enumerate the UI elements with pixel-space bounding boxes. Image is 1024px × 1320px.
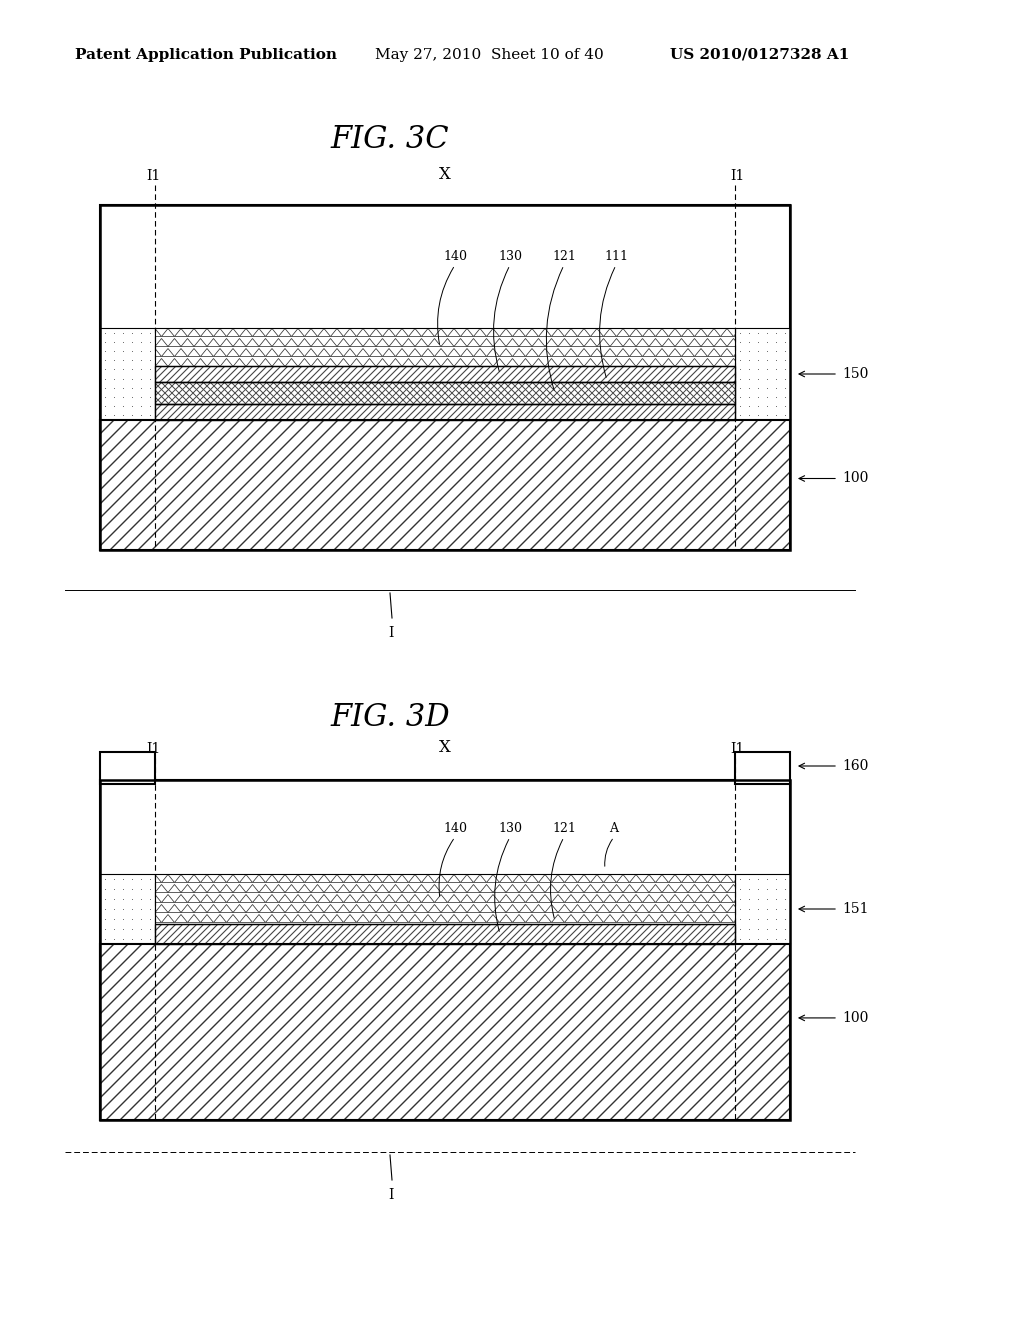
Bar [155, 327, 735, 366]
Bar [155, 874, 735, 924]
Bar [155, 366, 735, 381]
Text: 130: 130 [498, 249, 522, 263]
Text: 150: 150 [842, 367, 868, 381]
Text: Patent Application Publication: Patent Application Publication [75, 48, 337, 62]
Text: 100: 100 [842, 471, 868, 486]
Text: 160: 160 [842, 759, 868, 774]
Text: 140: 140 [443, 822, 467, 836]
Text: FIG. 3D: FIG. 3D [330, 702, 450, 734]
Text: I1: I1 [145, 742, 160, 756]
Bar [100, 780, 790, 1119]
Text: 130: 130 [498, 822, 522, 836]
Bar [155, 874, 735, 924]
Text: US 2010/0127328 A1: US 2010/0127328 A1 [670, 48, 849, 62]
Bar [100, 752, 155, 784]
Text: A: A [609, 822, 618, 836]
Text: I1: I1 [730, 169, 744, 183]
Text: 121: 121 [552, 249, 575, 263]
Bar [155, 381, 735, 404]
Bar [155, 404, 735, 420]
Text: I1: I1 [145, 169, 160, 183]
Bar [155, 404, 735, 420]
Bar [100, 944, 790, 1119]
Text: 111: 111 [604, 249, 628, 263]
Text: May 27, 2010  Sheet 10 of 40: May 27, 2010 Sheet 10 of 40 [375, 48, 604, 62]
Text: 100: 100 [842, 1011, 868, 1024]
Bar [155, 404, 735, 420]
Text: X: X [439, 166, 451, 183]
Bar [155, 874, 735, 924]
Bar [155, 366, 735, 381]
Text: 121: 121 [552, 822, 575, 836]
Bar [100, 874, 155, 944]
Bar [100, 944, 790, 1119]
Text: FIG. 3C: FIG. 3C [331, 124, 450, 156]
Bar [155, 381, 735, 404]
Text: I: I [388, 1188, 393, 1203]
Bar [155, 327, 735, 366]
Bar [735, 752, 790, 784]
Bar [100, 205, 790, 550]
Bar [100, 944, 790, 1119]
Text: 151: 151 [842, 902, 868, 916]
Text: I: I [388, 626, 393, 640]
Bar [155, 924, 735, 944]
Text: X: X [439, 739, 451, 756]
Bar [735, 327, 790, 420]
Bar [735, 874, 790, 944]
Bar [100, 327, 155, 420]
Bar [155, 327, 735, 366]
Bar [155, 924, 735, 944]
Text: 140: 140 [443, 249, 467, 263]
Bar [100, 780, 790, 1119]
Bar [155, 366, 735, 381]
Bar [155, 381, 735, 404]
Bar [100, 420, 790, 550]
Bar [100, 205, 790, 550]
Text: I1: I1 [730, 742, 744, 756]
Bar [100, 420, 790, 550]
Bar [155, 924, 735, 944]
Bar [100, 420, 790, 550]
